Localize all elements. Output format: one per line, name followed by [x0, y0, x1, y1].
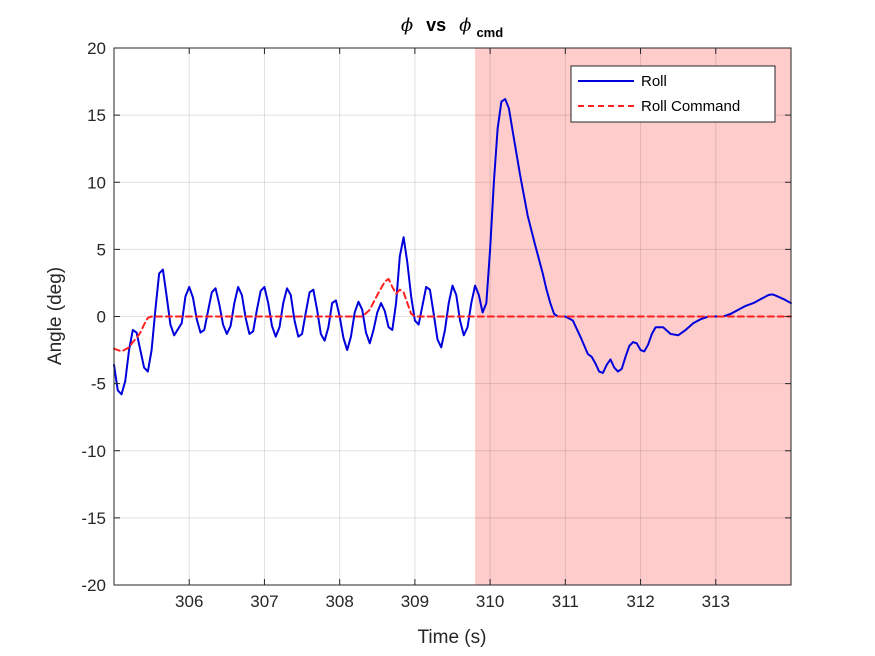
y-tick-label: 0: [97, 308, 106, 327]
chart-title: ϕ vs ϕ cmd: [401, 15, 503, 40]
y-tick-label: -15: [81, 509, 106, 528]
title-phi-cmd-symbol: ϕ: [459, 15, 471, 36]
y-tick-label: 5: [97, 240, 106, 259]
x-tick-label: 313: [702, 592, 730, 611]
legend-label-roll: Roll: [641, 73, 667, 90]
title-vs-text: vs: [426, 15, 446, 35]
x-tick-label: 310: [476, 592, 504, 611]
legend-label-roll-command: Roll Command: [641, 98, 740, 115]
series-line-roll-command: [113, 277, 792, 353]
series-line-roll: [113, 98, 792, 396]
x-tick-label: 311: [552, 592, 579, 611]
x-axis-label: Time (s): [418, 627, 487, 648]
title-phi-symbol: ϕ: [401, 15, 413, 36]
x-tick-label: 306: [175, 592, 203, 611]
x-tick-label: 308: [325, 592, 353, 611]
x-tick-label: 312: [626, 592, 654, 611]
y-tick-label: 15: [87, 106, 106, 125]
legend: Roll Roll Command: [570, 65, 776, 123]
legend-box: [570, 65, 776, 123]
title-cmd-subscript: cmd: [476, 25, 503, 40]
x-tick-label: 307: [250, 592, 278, 611]
y-axis-label: Angle (deg): [45, 267, 66, 365]
x-tick-label: 309: [401, 592, 429, 611]
y-tick-label: -5: [91, 375, 106, 394]
y-tick-label: -10: [81, 442, 106, 461]
y-tick-label: 20: [87, 39, 106, 58]
y-tick-label: -20: [81, 576, 106, 595]
y-tick-label: 10: [87, 173, 106, 192]
